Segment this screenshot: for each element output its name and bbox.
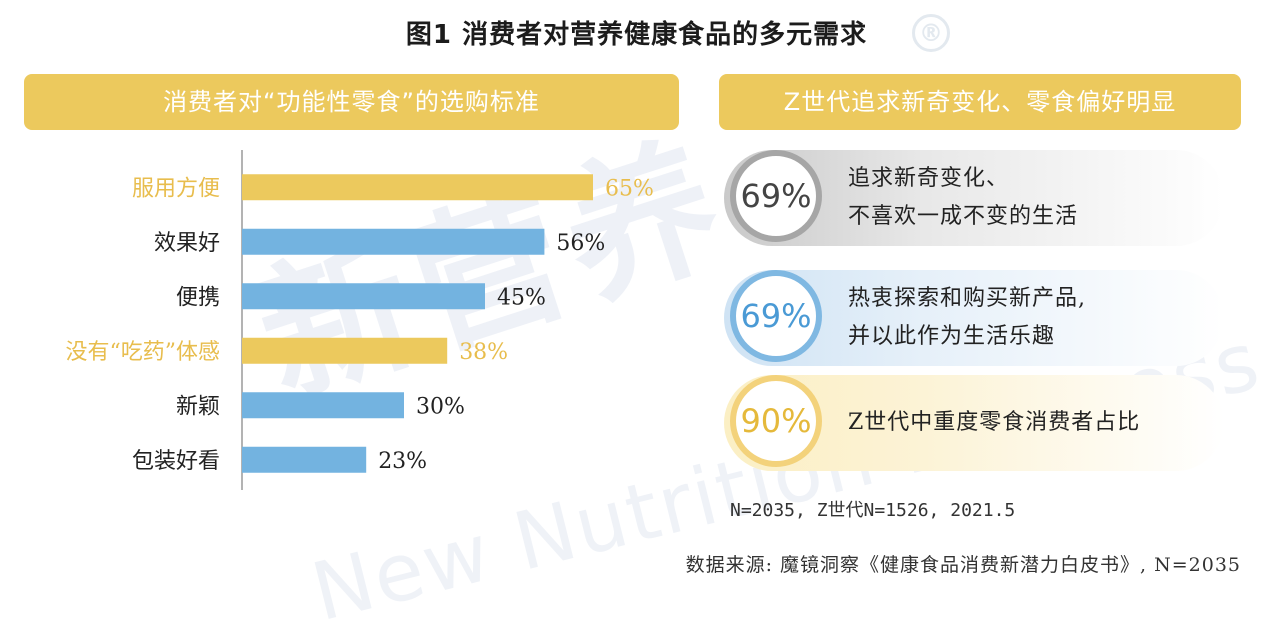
figure-title: 图1 消费者对营养健康食品的多元需求 xyxy=(405,20,868,50)
category-label: 没有“吃药”体感 xyxy=(66,340,221,365)
bar xyxy=(242,174,593,201)
value-label: 30% xyxy=(416,394,465,419)
stat-value-circle: 69% xyxy=(730,150,822,242)
stat-line: 追求新奇变化、 xyxy=(848,166,1010,191)
stat-description: Z世代中重度零食消费者占比 xyxy=(848,375,1218,471)
bar xyxy=(242,446,367,473)
stat-row-novelty: 69% 追求新奇变化、 不喜欢一成不变的生活 xyxy=(724,150,1224,246)
stat-line: Z世代中重度零食消费者占比 xyxy=(848,410,1141,435)
stat-row-heavy-snackers: 90% Z世代中重度零食消费者占比 xyxy=(724,375,1224,471)
category-label: 便携 xyxy=(176,285,220,310)
bar xyxy=(242,392,404,419)
value-label: 38% xyxy=(459,340,508,365)
stat-line: 不喜欢一成不变的生活 xyxy=(848,204,1079,229)
bar xyxy=(242,283,485,310)
bar xyxy=(242,337,448,364)
category-label: 效果好 xyxy=(154,231,220,256)
stat-description: 热衷探索和购买新产品, 并以此作为生活乐趣 xyxy=(848,270,1218,366)
bar xyxy=(242,228,545,255)
value-label: 45% xyxy=(497,285,546,310)
bar-chart: 服用方便 65% 效果好 56% 便携 45% 没有“吃药”体感 38% 新颖 30% 包装好看 23… xyxy=(66,150,654,490)
stat-value-circle: 90% xyxy=(730,375,822,467)
stat-value-circle: 69% xyxy=(730,270,822,362)
data-source: 数据来源: 魔镜洞察《健康食品消费新潜力白皮书》, N=2035 xyxy=(685,554,1241,576)
stat-line: 并以此作为生活乐趣 xyxy=(848,324,1056,349)
left-panel-banner: 消费者对“功能性零食”的选购标准 xyxy=(24,74,679,130)
value-label: 56% xyxy=(556,231,605,256)
value-label: 65% xyxy=(605,176,654,201)
category-label: 服用方便 xyxy=(132,176,220,201)
category-label: 包装好看 xyxy=(132,449,220,474)
category-label: 新颖 xyxy=(176,394,220,419)
registered-mark: ® xyxy=(912,14,950,52)
stat-description: 追求新奇变化、 不喜欢一成不变的生活 xyxy=(848,150,1218,246)
value-label: 23% xyxy=(378,449,427,474)
stat-line: 热衷探索和购买新产品, xyxy=(848,286,1086,311)
sample-note: N=2035, Z世代N=1526, 2021.5 xyxy=(730,500,1016,521)
stat-row-explore: 69% 热衷探索和购买新产品, 并以此作为生活乐趣 xyxy=(724,270,1224,366)
right-panel-banner: Z世代追求新奇变化、零食偏好明显 xyxy=(719,74,1241,130)
